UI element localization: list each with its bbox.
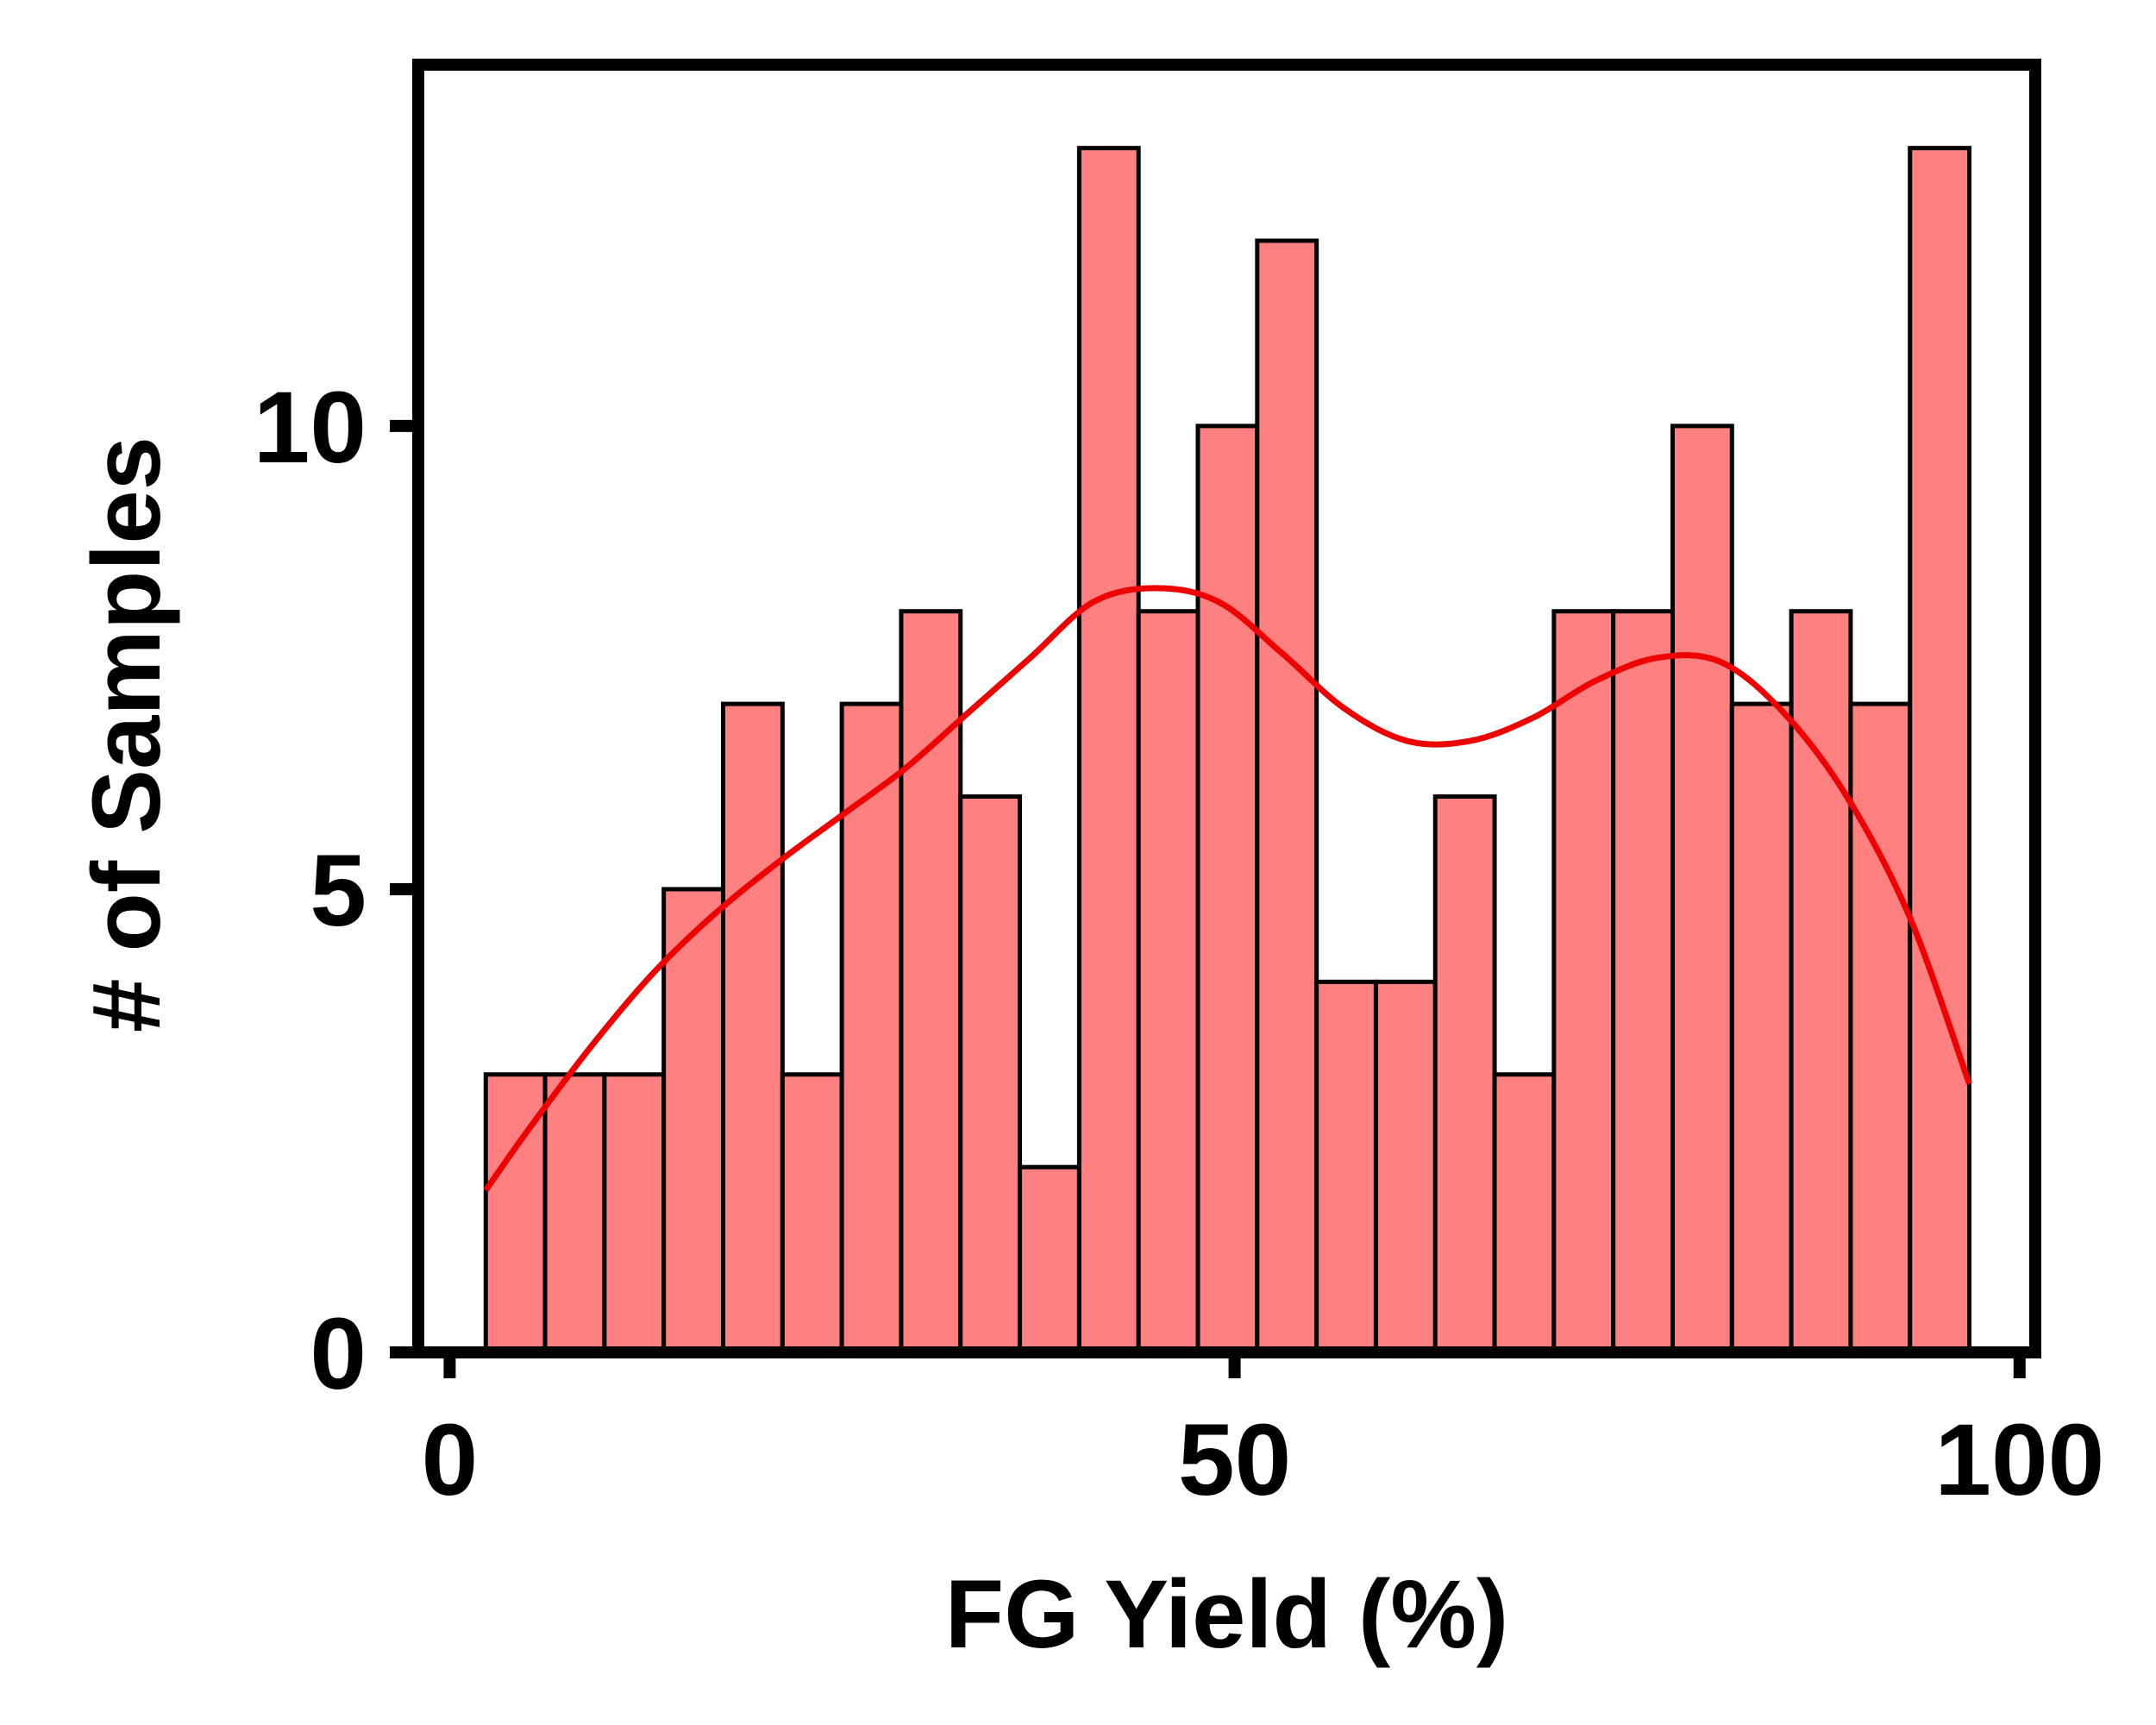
histogram-bar — [542, 1072, 607, 1355]
histogram-bar — [1729, 701, 1794, 1355]
histogram-bar — [1670, 423, 1734, 1355]
histogram-bar — [1373, 979, 1438, 1355]
x-axis-label: FG Yield (%) — [945, 1560, 1508, 1668]
y-axis-label: # of Samples — [72, 436, 180, 1032]
x-tick-label: 50 — [1178, 1403, 1291, 1517]
y-tick-labels: 0 5 10 — [254, 371, 367, 1411]
histogram-bar — [780, 1072, 844, 1355]
histogram-bar — [1136, 609, 1200, 1355]
histogram-bar — [1848, 701, 1913, 1355]
histogram-bar — [1908, 146, 1972, 1355]
x-tick-labels: 0 50 100 — [422, 1403, 2105, 1517]
histogram-bar — [1076, 146, 1141, 1355]
histogram-bar — [661, 887, 726, 1355]
histogram-bar — [1018, 1164, 1081, 1355]
histogram-bar — [1611, 609, 1675, 1355]
histogram-bar — [899, 609, 963, 1355]
histogram-bar — [1432, 794, 1497, 1355]
histogram-bar — [1789, 609, 1853, 1355]
x-tick-label: 100 — [1934, 1403, 2104, 1517]
histogram-bar — [839, 701, 904, 1355]
histogram-bar — [1195, 423, 1260, 1355]
histogram-bar — [1255, 238, 1319, 1355]
y-tick-label: 5 — [310, 834, 367, 948]
histogram-bar — [602, 1072, 667, 1355]
histogram-bar — [958, 794, 1023, 1355]
histogram-bars — [483, 146, 1972, 1355]
kde-curve — [483, 585, 1972, 1193]
histogram-bar — [1551, 609, 1616, 1355]
axis-ticks — [390, 419, 2026, 1378]
histogram-bar — [721, 701, 785, 1355]
histogram-bar — [1492, 1072, 1557, 1355]
y-tick-label: 0 — [310, 1297, 367, 1411]
histogram-bar — [1314, 979, 1378, 1355]
x-tick-label: 0 — [422, 1403, 479, 1517]
plot-frame — [412, 59, 2041, 1358]
y-tick-label: 10 — [254, 371, 367, 485]
